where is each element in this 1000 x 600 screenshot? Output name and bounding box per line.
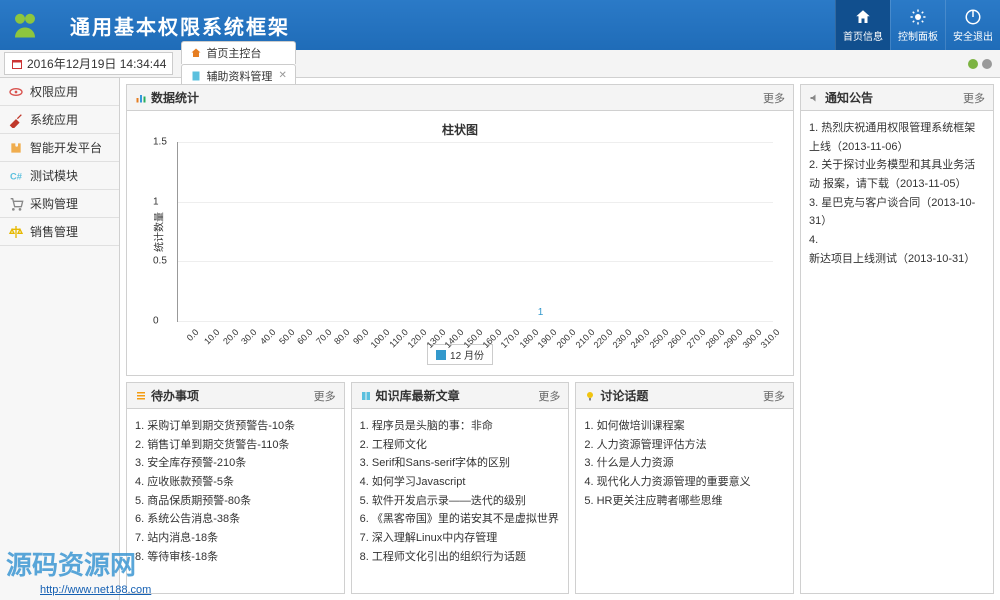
notices-title: 通知公告 <box>825 89 873 106</box>
tab-0[interactable]: 首页主控台 <box>181 41 295 64</box>
knowledge-item[interactable]: Serif和Sans-serif字体的区别 <box>360 454 561 473</box>
knowledge-item[interactable]: 工程师文化引出的组织行为话题 <box>360 548 561 567</box>
sidebar: 权限应用系统应用智能开发平台C#测试模块采购管理销售管理 <box>0 78 120 600</box>
todo-item[interactable]: 站内消息-18条 <box>135 529 336 548</box>
tab-bar: 2016年12月19日 14:34:44 首页主控台辅助资料管理✕ <box>0 50 1000 78</box>
list-icon <box>135 390 147 402</box>
notices-more-link[interactable]: 更多 <box>963 90 985 106</box>
chart-icon <box>135 92 147 104</box>
knowledge-item[interactable]: 深入理解Linux中内存管理 <box>360 529 561 548</box>
knowledge-panel: 知识库最新文章 更多 程序员是头脑的事：非命工程师文化Serif和Sans-se… <box>351 382 570 594</box>
sidebar-item-1[interactable]: 系统应用 <box>0 106 119 134</box>
stats-more-link[interactable]: 更多 <box>763 90 785 106</box>
status-dot-grey[interactable] <box>982 59 992 69</box>
stats-panel-title: 数据统计 <box>151 89 199 106</box>
sidebar-item-0[interactable]: 权限应用 <box>0 78 119 106</box>
todo-item[interactable]: 应收账款预警-5条 <box>135 473 336 492</box>
knowledge-item[interactable]: 《黑客帝国》里的诺安其不是虚拟世界 <box>360 510 561 529</box>
chart-title: 柱状图 <box>147 121 773 138</box>
notices-panel: 通知公告 更多 热烈庆祝通用权限管理系统框架上线（2013-11-06）关于探讨… <box>800 84 994 594</box>
logo-icon <box>0 0 50 50</box>
knowledge-title: 知识库最新文章 <box>376 387 460 404</box>
discuss-title: 讨论话题 <box>600 387 648 404</box>
chart-ylabel: 统计数量 <box>151 212 166 252</box>
discuss-item[interactable]: 如何做培训课程案 <box>584 417 785 436</box>
todo-item[interactable]: 等待审核-18条 <box>135 548 336 567</box>
top-btn-home[interactable]: 首页信息 <box>835 0 890 50</box>
stats-panel: 数据统计 更多 柱状图 统计数量 0.010.020.030.040.050.0… <box>126 84 794 376</box>
datetime-display: 2016年12月19日 14:34:44 <box>4 52 173 75</box>
top-bar: 通用基本权限系统框架 首页信息控制面板安全退出 <box>0 0 1000 50</box>
sidebar-item-5[interactable]: 销售管理 <box>0 218 119 246</box>
todo-more-link[interactable]: 更多 <box>314 388 336 404</box>
discuss-more-link[interactable]: 更多 <box>763 388 785 404</box>
sidebar-item-3[interactable]: C#测试模块 <box>0 162 119 190</box>
notices-item[interactable]: 关于探讨业务模型和其具业务活动 报案，请下载（2013-11-05） <box>809 156 985 193</box>
discuss-panel: 讨论话题 更多 如何做培训课程案人力资源管理评估方法什么是人力资源现代化人力资源… <box>575 382 794 594</box>
megaphone-icon <box>809 92 821 104</box>
book-icon <box>360 390 372 402</box>
todo-title: 待办事项 <box>151 387 199 404</box>
top-btn-control[interactable]: 控制面板 <box>890 0 945 50</box>
discuss-item[interactable]: 现代化人力资源管理的重要意义 <box>584 473 785 492</box>
chart-area: 柱状图 统计数量 0.010.020.030.040.050.060.070.0… <box>127 111 793 375</box>
notices-item[interactable]: 星巴克与客户谈合同（2013-10-31） <box>809 194 985 231</box>
knowledge-item[interactable]: 工程师文化 <box>360 436 561 455</box>
chart-legend: 12 月份 <box>147 344 773 365</box>
sidebar-item-2[interactable]: 智能开发平台 <box>0 134 119 162</box>
notices-item[interactable]: 热烈庆祝通用权限管理系统框架上线（2013-11-06） <box>809 119 985 156</box>
sidebar-item-4[interactable]: 采购管理 <box>0 190 119 218</box>
top-btn-logout[interactable]: 安全退出 <box>945 0 1000 50</box>
todo-item[interactable]: 系统公告消息-38条 <box>135 510 336 529</box>
datetime-text: 2016年12月19日 14:34:44 <box>27 55 166 72</box>
calendar-icon <box>11 58 23 70</box>
todo-item[interactable]: 安全库存预警-210条 <box>135 454 336 473</box>
legend-swatch <box>436 350 446 360</box>
todo-item[interactable]: 销售订单到期交货警告-110条 <box>135 436 336 455</box>
bulb-icon <box>584 390 596 402</box>
notices-item[interactable]: 新达项目上线测试（2013-10-31） <box>809 231 985 268</box>
app-title: 通用基本权限系统框架 <box>70 11 290 40</box>
todo-panel: 待办事项 更多 采购订单到期交货预警告-10条销售订单到期交货警告-110条安全… <box>126 382 345 594</box>
knowledge-item[interactable]: 软件开发启示录——迭代的级别 <box>360 492 561 511</box>
status-dot-green[interactable] <box>968 59 978 69</box>
knowledge-item[interactable]: 如何学习Javascript <box>360 473 561 492</box>
svg-text:C#: C# <box>10 171 23 181</box>
knowledge-more-link[interactable]: 更多 <box>538 388 560 404</box>
todo-item[interactable]: 商品保质期预警-80条 <box>135 492 336 511</box>
knowledge-item[interactable]: 程序员是头脑的事：非命 <box>360 417 561 436</box>
discuss-item[interactable]: 什么是人力资源 <box>584 454 785 473</box>
todo-item[interactable]: 采购订单到期交货预警告-10条 <box>135 417 336 436</box>
discuss-item[interactable]: HR更关注应聘者哪些思维 <box>584 492 785 511</box>
discuss-item[interactable]: 人力资源管理评估方法 <box>584 436 785 455</box>
